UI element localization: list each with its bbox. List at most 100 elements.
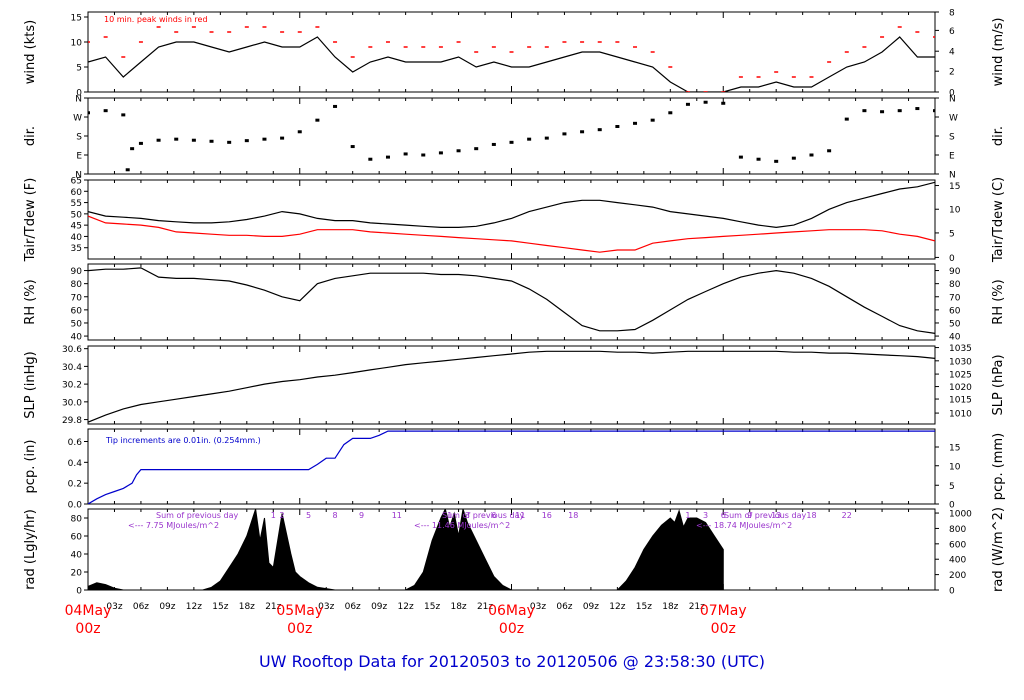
y-tick-label-left: 65 [71,177,82,187]
y-tick-label-left: 30.0 [62,398,82,408]
direction-point [227,140,232,144]
direction-point [156,138,161,142]
direction-point [403,152,408,156]
radiation-sum-value: <--- 18.74 MJoules/m^2 [696,521,792,530]
series-line-rh [88,267,935,334]
direction-point [315,118,320,122]
radiation-sum-label: Sum of previous day [724,511,806,520]
x-day-label: 07May [700,603,747,619]
radiation-hour-mark: 18 [806,511,816,520]
y-tick-label-right: 600 [949,540,966,550]
radiation-hour-mark: 3 [703,511,708,520]
y-axis-label-left: dir. [23,126,38,146]
direction-point [633,121,638,125]
x-hour-label: 12z [398,602,414,612]
y-tick-label-left: 5 [76,64,82,74]
y-tick-label-left: 60 [71,306,83,316]
direction-point [174,137,179,141]
radiation-hour-mark: 8 [332,511,337,520]
y-tick-label-right: 50 [949,319,961,329]
y-tick-label-right: 15 [949,444,960,454]
direction-point [685,102,690,106]
x-hour-label: 21z [477,602,493,612]
series-line-wind [88,36,935,92]
y-tick-label-left: 60 [71,188,83,198]
direction-point [721,101,726,105]
y-tick-label-left: 20 [71,569,83,579]
y-tick-label-left: 30.2 [62,381,82,391]
x-hour-label: 06z [133,602,149,612]
y-tick-label-left: 0.2 [68,480,82,490]
x-day-hour-label: 00z [711,621,736,637]
direction-point [297,130,302,134]
y-tick-label-left: 0.0 [68,501,83,511]
y-tick-label-right: 1010 [949,410,972,420]
y-tick-label-right: 1035 [949,344,972,354]
radiation-hour-mark: 6 [491,511,496,520]
x-hour-label: 03z [530,602,546,612]
direction-point [368,157,373,161]
direction-point [350,145,355,149]
y-tick-label-right: 1000 [949,510,972,520]
y-tick-label-right: 0 [949,254,955,264]
y-tick-label-left: 45 [71,222,82,232]
y-axis-label-left: RH (%) [23,279,38,324]
radiation-hour-mark: 3 [465,511,470,520]
y-tick-label-right: 0 [949,501,955,511]
radiation-hour-mark: 1 [447,511,452,520]
direction-point [130,147,135,151]
x-hour-label: 18z [450,602,466,612]
y-tick-label-right: 4 [949,48,955,58]
direction-point [244,139,249,143]
x-hour-label: 06z [556,602,572,612]
y-tick-label-right: 1025 [949,371,972,381]
x-day-label: 05May [276,603,323,619]
radiation-hour-mark: 6 [721,511,726,520]
direction-point [421,153,426,157]
x-day-label: 04May [65,603,112,619]
direction-point [262,137,267,141]
y-tick-label-right: E [949,152,955,162]
y-tick-label-left: 80 [71,280,83,290]
y-tick-label-right: 5 [949,482,955,492]
radiation-hour-mark: 9 [359,511,364,520]
y-tick-label-right: 40 [949,333,961,343]
y-tick-label-left: 40 [71,333,83,343]
x-hour-label: 12z [609,602,625,612]
y-tick-label-right: 2 [949,68,955,78]
direction-point [527,137,532,141]
y-tick-label-right: 6 [949,27,955,37]
y-tick-label-right: 200 [949,571,966,581]
direction-point [438,151,443,155]
y-tick-label-right: 800 [949,525,966,535]
y-tick-label-right: W [949,114,958,124]
x-hour-label: 21z [265,602,281,612]
y-tick-label-right: N [949,171,956,181]
direction-point [844,117,849,121]
direction-point [138,141,143,145]
direction-point [580,130,585,134]
direction-point [915,107,920,111]
y-axis-label-right: pcp. (mm) [991,433,1006,500]
radiation-sum-label: Sum of previous day [156,511,238,520]
x-day-hour-label: 00z [287,621,312,637]
direction-point [791,156,796,160]
y-tick-label-left: 30.4 [62,363,82,373]
y-tick-label-left: N [75,171,82,181]
direction-point [280,136,285,140]
direction-point [597,128,602,132]
series-line-accumulated-precipitation [88,430,935,504]
x-day-hour-label: 00z [75,621,100,637]
direction-point [562,132,567,136]
y-tick-label-left: 0.4 [68,459,83,469]
y-tick-label-right: 400 [949,556,966,566]
panel-relative-humidity: 40 50 60 70 80 90 40 50 60 70 80 90 RH (%) RH (%) [23,263,1006,343]
direction-point [615,125,620,128]
radiation-hour-mark: 5 [306,511,311,520]
radiation-sum-label: Sum of previous day [442,511,524,520]
x-hour-label: 15z [636,602,652,612]
series-line-tdew [88,215,935,253]
radiation-hour-mark: 9 [747,511,752,520]
y-tick-label-left: 55 [71,199,82,209]
